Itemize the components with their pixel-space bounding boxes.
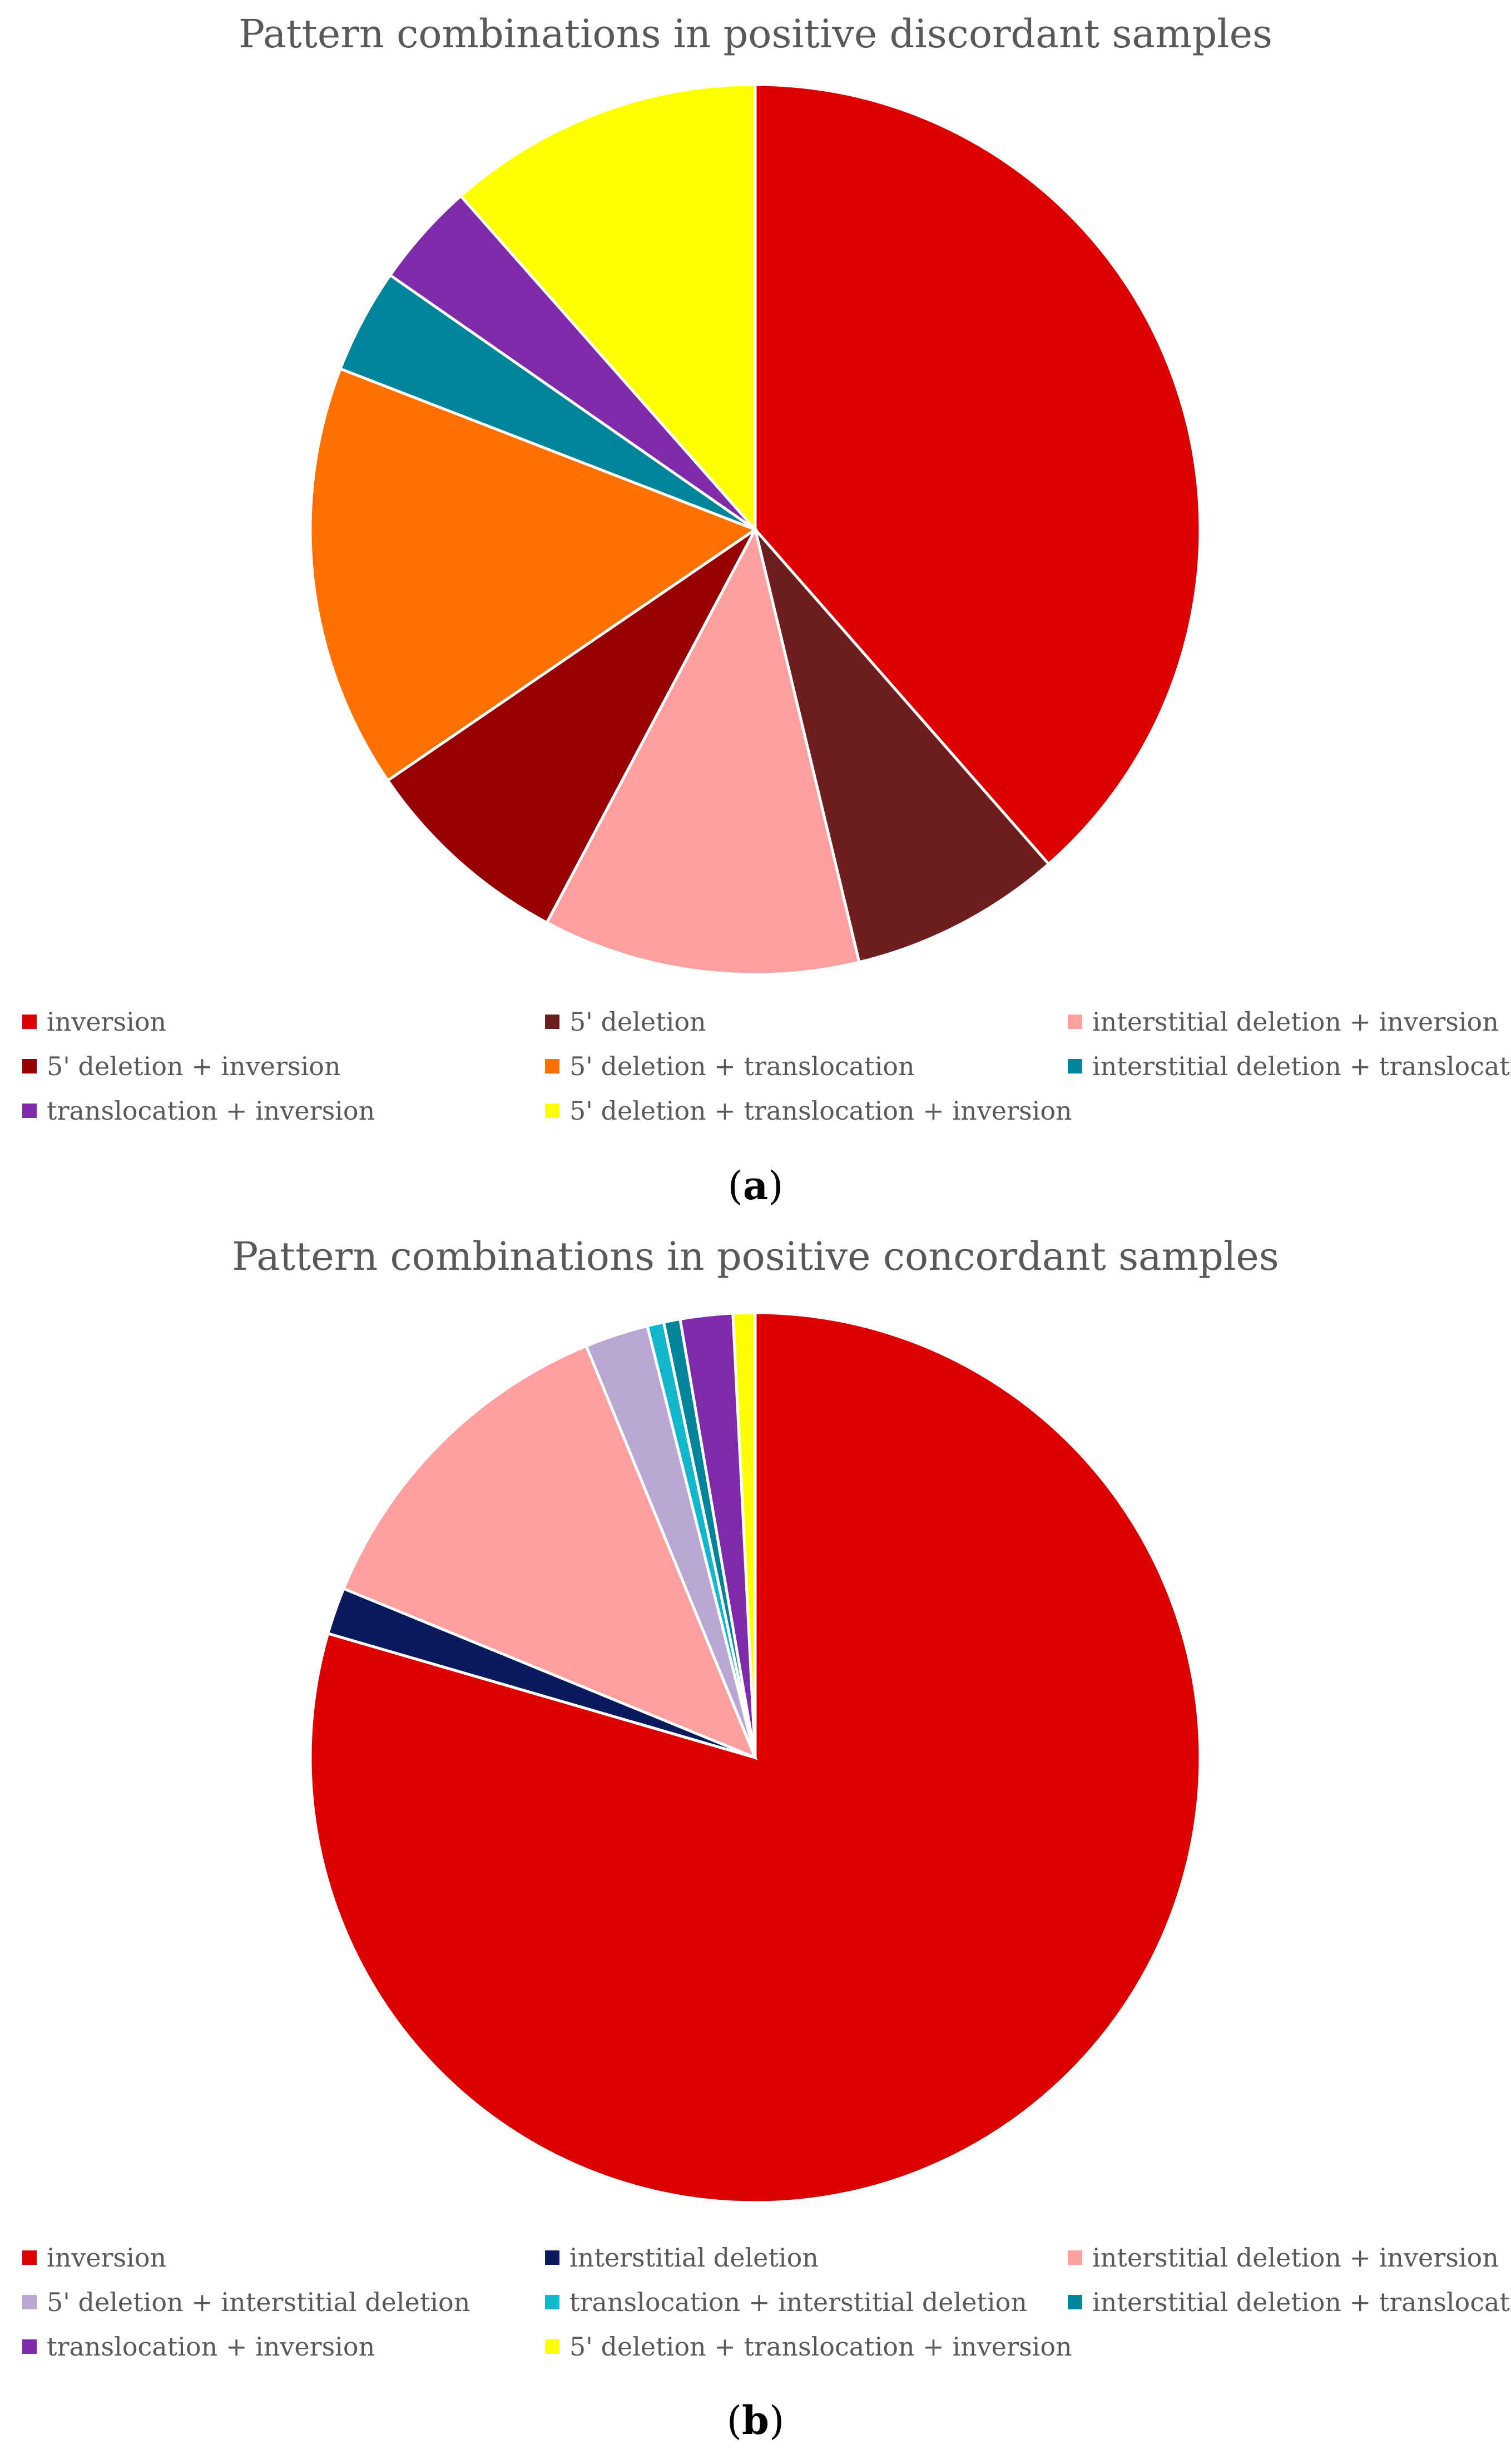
figure-b: Pattern combinations in positive concord… — [0, 1224, 1511, 2464]
legend-swatch — [545, 2295, 559, 2309]
pie-slice-5 — [338, 273, 756, 531]
figure-a: Pattern combinations in positive discord… — [0, 0, 1511, 1224]
pie-slice-2 — [341, 1344, 758, 1760]
legend-item: translocation + interstitial deletion — [545, 2286, 1068, 2318]
legend-item: interstitial deletion — [545, 2242, 1068, 2274]
legend-item: translocation + inversion — [22, 2331, 545, 2363]
legend-item: interstitial deletion + inversion — [1068, 2242, 1502, 2274]
legend-swatch — [1068, 2250, 1082, 2265]
legend-label: interstitial deletion + translocation — [1092, 1051, 1511, 1081]
pie-slice-4 — [309, 367, 759, 783]
legend-item: 5' deletion — [545, 1006, 1068, 1038]
pie-slice-6 — [388, 194, 756, 531]
legend-swatch — [22, 2250, 37, 2265]
chart-title: Pattern combinations in positive discord… — [238, 11, 1273, 57]
legend-label: inversion — [47, 2243, 167, 2273]
pie-chart-a — [309, 83, 1202, 976]
legend-swatch — [22, 2339, 37, 2354]
legend-label: 5' deletion + inversion — [47, 1051, 341, 1081]
pie-slice-7 — [458, 83, 757, 533]
legend-label: 5' deletion + interstitial deletion — [47, 2287, 470, 2317]
legend-item: interstitial deletion + translocation — [1068, 1050, 1511, 1082]
pie-slice-7 — [731, 1311, 757, 1758]
legend-swatch — [22, 1015, 37, 1029]
legend-item: 5' deletion + interstitial deletion — [22, 2286, 545, 2318]
legend-swatch — [22, 1104, 37, 1118]
chart-title: Pattern combinations in positive concord… — [232, 1234, 1279, 1279]
pie-slice-0 — [754, 83, 1202, 866]
legend-a: inversion 5' deletion interstitial deletio… — [22, 1006, 1511, 1127]
legend-item: interstitial deletion + translocation — [1068, 2286, 1511, 2318]
pie-chart-b — [309, 1311, 1202, 2204]
legend-label: interstitial deletion + inversion — [1092, 1007, 1499, 1037]
legend-label: interstitial deletion + translocation — [1092, 2287, 1511, 2317]
legend-label: translocation + interstitial deletion — [569, 2287, 1027, 2317]
legend-swatch — [545, 2250, 559, 2265]
legend-item: 5' deletion + translocation — [545, 1050, 1068, 1082]
pie-slice-2 — [544, 525, 861, 976]
legend-label: translocation + inversion — [47, 2332, 375, 2362]
legend-label: 5' deletion + translocation + inversion — [569, 1096, 1072, 1126]
legend-item: 5' deletion + translocation + inversion — [545, 1095, 1072, 1127]
legend-item: inversion — [22, 2242, 545, 2274]
legend-swatch — [22, 2295, 37, 2309]
legend-swatch — [1068, 1015, 1082, 1029]
legend-label: 5' deletion + translocation — [569, 1051, 915, 1081]
legend-label: interstitial deletion + inversion — [1092, 2243, 1499, 2273]
legend-label: translocation + inversion — [47, 1096, 375, 1126]
legend-swatch — [545, 1104, 559, 1118]
legend-item: interstitial deletion + inversion — [1068, 1006, 1502, 1038]
legend-item: 5' deletion + inversion — [22, 1050, 545, 1082]
panel-label-a: (a) — [727, 1162, 784, 1209]
legend-swatch — [1068, 2295, 1082, 2309]
legend-swatch — [1068, 1059, 1082, 1073]
legend-swatch — [22, 1059, 37, 1073]
legend-item: translocation + inversion — [22, 1095, 545, 1127]
legend-label: 5' deletion + translocation + inversion — [569, 2332, 1072, 2362]
legend-label: inversion — [47, 1007, 167, 1037]
pie-slice-1 — [754, 528, 1051, 964]
legend-label: 5' deletion — [569, 1007, 706, 1037]
panel-label-b: (b) — [726, 2397, 785, 2443]
legend-item: inversion — [22, 1006, 545, 1038]
legend-label: interstitial deletion — [569, 2243, 819, 2273]
legend-b: inversion interstitial deletion interstiti… — [22, 2242, 1511, 2363]
legend-swatch — [545, 2339, 559, 2354]
legend-swatch — [545, 1059, 559, 1073]
legend-swatch — [545, 1015, 559, 1029]
legend-item: 5' deletion + translocation + inversion — [545, 2331, 1072, 2363]
pie-slice-3 — [385, 528, 757, 925]
